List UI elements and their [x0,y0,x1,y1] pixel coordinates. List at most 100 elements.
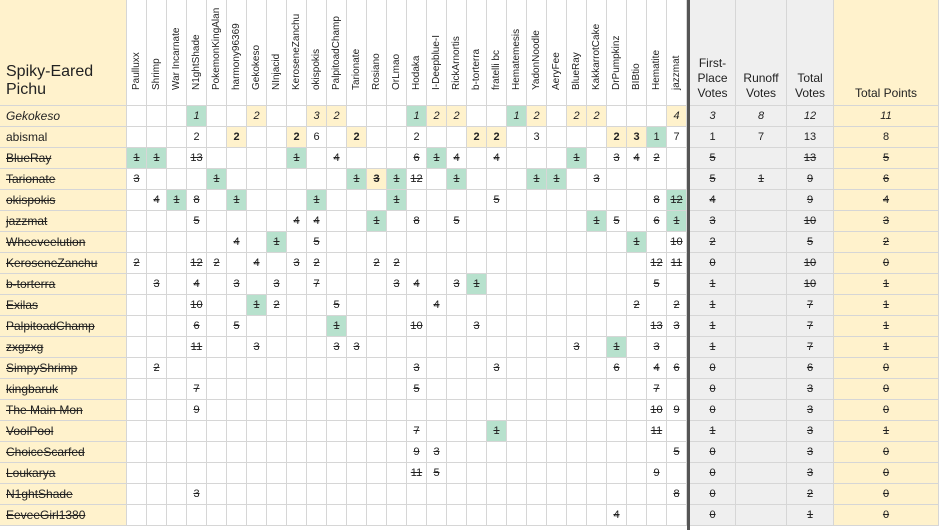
stat-cell[interactable]: 3 [690,211,736,232]
vote-cell[interactable] [267,169,287,190]
vote-cell[interactable] [647,442,667,463]
vote-cell[interactable] [467,400,487,421]
vote-cell[interactable] [507,316,527,337]
vote-cell[interactable]: 1 [367,211,387,232]
vote-cell[interactable] [627,211,647,232]
vote-cell[interactable] [467,169,487,190]
vote-cell[interactable] [147,253,167,274]
vote-cell[interactable] [487,484,507,505]
vote-cell[interactable]: 2 [647,148,667,169]
vote-cell[interactable]: 3 [127,169,147,190]
stat-cell[interactable]: 1 [834,274,939,295]
vote-cell[interactable] [327,253,347,274]
vote-cell[interactable]: 2 [527,106,547,127]
vote-cell[interactable] [207,148,227,169]
vote-cell[interactable]: 3 [527,127,547,148]
vote-cell[interactable] [207,274,227,295]
vote-cell[interactable] [167,295,187,316]
vote-cell[interactable] [527,253,547,274]
vote-cell[interactable] [527,295,547,316]
vote-cell[interactable] [307,337,327,358]
stat-cell[interactable] [736,463,787,484]
vote-cell[interactable] [587,190,607,211]
vote-cell[interactable] [327,421,347,442]
vote-cell[interactable] [187,463,207,484]
row-name-cell[interactable]: N1ghtShade [0,484,127,505]
vote-cell[interactable] [267,421,287,442]
vote-cell[interactable]: 13 [647,316,667,337]
vote-cell[interactable] [507,190,527,211]
stat-cell[interactable]: 5 [690,148,736,169]
vote-cell[interactable]: 6 [307,127,327,148]
vote-cell[interactable]: 9 [667,400,687,421]
stat-cell[interactable]: 0 [834,463,939,484]
vote-cell[interactable]: 3 [427,442,447,463]
vote-cell[interactable] [167,358,187,379]
vote-cell[interactable]: 3 [667,316,687,337]
stat-cell[interactable] [736,232,787,253]
vote-cell[interactable] [327,379,347,400]
vote-cell[interactable] [267,400,287,421]
vote-cell[interactable] [207,232,227,253]
vote-cell[interactable] [207,358,227,379]
vote-cell[interactable] [367,379,387,400]
vote-cell[interactable] [407,484,427,505]
row-name-cell[interactable]: Tarionate [0,169,127,190]
stat-cell[interactable]: 1 [787,505,834,526]
vote-cell[interactable] [407,190,427,211]
row-name-cell[interactable]: SimpyShrimp [0,358,127,379]
vote-cell[interactable]: 1 [527,169,547,190]
vote-cell[interactable]: 9 [407,442,427,463]
vote-cell[interactable] [167,484,187,505]
vote-cell[interactable]: 1 [427,148,447,169]
vote-cell[interactable] [127,442,147,463]
vote-cell[interactable] [127,337,147,358]
vote-cell[interactable] [347,358,367,379]
vote-cell[interactable] [167,337,187,358]
vote-cell[interactable]: 2 [267,295,287,316]
column-header[interactable]: fratelli bc [487,0,507,106]
vote-cell[interactable] [627,106,647,127]
vote-cell[interactable] [167,127,187,148]
vote-cell[interactable] [547,295,567,316]
vote-cell[interactable] [267,211,287,232]
vote-cell[interactable] [167,169,187,190]
stat-cell[interactable]: 2 [690,232,736,253]
vote-cell[interactable] [447,316,467,337]
vote-cell[interactable]: 8 [667,484,687,505]
stat-cell[interactable]: 0 [834,358,939,379]
vote-cell[interactable] [487,106,507,127]
stat-cell[interactable]: 7 [787,295,834,316]
stat-cell[interactable] [736,316,787,337]
vote-cell[interactable] [427,169,447,190]
vote-cell[interactable] [267,190,287,211]
vote-cell[interactable]: 4 [647,358,667,379]
row-name-cell[interactable]: Wheeveelution [0,232,127,253]
vote-cell[interactable]: 6 [187,316,207,337]
vote-cell[interactable] [347,106,367,127]
vote-cell[interactable]: 2 [467,127,487,148]
vote-cell[interactable] [347,253,367,274]
vote-cell[interactable] [247,274,267,295]
row-name-cell[interactable]: jazzmat [0,211,127,232]
vote-cell[interactable] [447,379,467,400]
vote-cell[interactable] [267,148,287,169]
column-header[interactable]: KeroseneZanchu [287,0,307,106]
vote-cell[interactable] [427,484,447,505]
vote-cell[interactable] [647,169,667,190]
vote-cell[interactable]: 2 [307,253,327,274]
vote-cell[interactable] [507,379,527,400]
vote-cell[interactable] [147,337,167,358]
stat-cell[interactable] [736,253,787,274]
column-header[interactable]: Rosiano [367,0,387,106]
vote-cell[interactable] [267,484,287,505]
vote-cell[interactable] [127,316,147,337]
vote-cell[interactable] [287,316,307,337]
vote-cell[interactable] [227,253,247,274]
column-header[interactable]: War Incarnate [167,0,187,106]
vote-cell[interactable] [307,505,327,526]
vote-cell[interactable] [507,211,527,232]
vote-cell[interactable] [467,337,487,358]
vote-cell[interactable] [247,148,267,169]
vote-cell[interactable]: 1 [407,106,427,127]
